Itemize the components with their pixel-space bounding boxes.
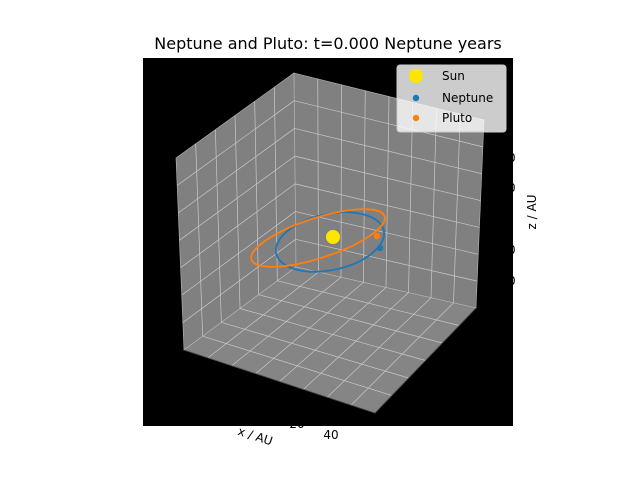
grid-line-left-h [180, 183, 296, 268]
neptune-marker [376, 244, 384, 252]
grid-line-floor-b [258, 294, 443, 344]
grid-line-back-v [430, 108, 437, 298]
grid-line-back-v [363, 90, 366, 283]
grid-line-left-h [178, 128, 295, 214]
legend-marker-pluto [412, 114, 420, 122]
grid-line-floor-b [239, 308, 426, 361]
grid-line-floor-b [202, 335, 392, 396]
pluto-marker [373, 232, 381, 240]
grid-line-left-h [176, 100, 295, 186]
grid-line-left-v [254, 101, 260, 295]
y-axis-line [374, 307, 477, 414]
legend-label-sun: Sun [442, 69, 465, 83]
grid-line-back-h [295, 238, 478, 282]
z-tick-fragment-3: 0 [508, 243, 516, 257]
grid-line-floor-b [277, 280, 460, 326]
legend-marker-sun [409, 69, 423, 83]
chart-title: Neptune and Pluto: t=0.000 Neptune years [154, 34, 501, 53]
legend-label-neptune: Neptune [442, 91, 493, 105]
grid-line-back-v [453, 114, 461, 303]
x-axis-line [183, 349, 376, 414]
grid-line-back-h [295, 183, 480, 228]
grid-line-back-h [295, 211, 479, 255]
grid-line-back-v [385, 96, 390, 288]
x-tick-label-40: 40 [323, 428, 338, 442]
grid-line-floor-b [221, 321, 409, 379]
grid-line-left-h [181, 211, 296, 296]
z-tick-fragment-2: 0 [508, 181, 516, 195]
grid-line-back-h [294, 100, 483, 148]
grid-line-left-h [179, 155, 296, 241]
grid-line-back-h [294, 128, 482, 175]
legend-frame [396, 64, 507, 133]
sun-marker [326, 230, 340, 244]
legend-label-pluto: Pluto [442, 111, 472, 125]
grid-line-back-v [408, 102, 414, 293]
grid-line-left-v [234, 115, 241, 309]
orbits-layer [250, 208, 386, 273]
legend: Sun Neptune Pluto [396, 64, 507, 133]
pluto-orbit [250, 208, 386, 268]
grid-line-back-v [340, 84, 342, 278]
x-tick-label-20: 20 [289, 417, 304, 431]
z-tick-fragment-1: 0 [508, 151, 516, 165]
legend-marker-neptune [412, 94, 420, 102]
grid-line-left-v [195, 143, 204, 337]
z-axis-label: z / AU [525, 195, 539, 230]
grid-line-back-h [294, 155, 481, 201]
grid-line-left-v [214, 129, 222, 323]
grid-line-back-v [317, 78, 319, 273]
z-tick-fragment-4: 0 [508, 274, 516, 288]
